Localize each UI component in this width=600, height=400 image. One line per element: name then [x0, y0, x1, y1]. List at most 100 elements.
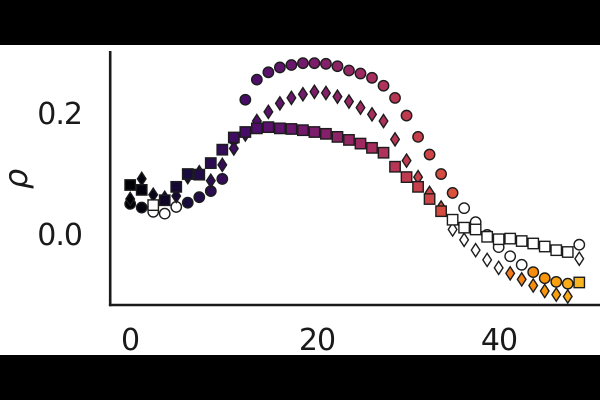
marker-square [216, 143, 229, 156]
marker-diamond [343, 93, 355, 110]
marker-square [124, 179, 137, 191]
marker-diamond [505, 265, 516, 282]
marker-square [458, 221, 471, 234]
marker-square [366, 141, 378, 154]
marker-square [492, 233, 505, 246]
letterbox-bottom [0, 355, 600, 400]
marker-circle [538, 272, 551, 285]
marker-diamond [217, 157, 228, 173]
marker-diamond [551, 286, 562, 303]
letterbox-top [0, 0, 600, 45]
marker-circle [343, 64, 355, 77]
marker-circle [285, 59, 298, 71]
marker-square [538, 240, 551, 253]
marker-square [389, 160, 401, 173]
marker-square [550, 244, 563, 257]
marker-square [446, 213, 459, 226]
marker-diamond [297, 86, 309, 103]
marker-square [561, 246, 574, 258]
marker-diamond [389, 131, 401, 148]
marker-circle [181, 196, 194, 209]
marker-diamond [470, 242, 481, 259]
marker-diamond [482, 252, 493, 268]
marker-square [297, 124, 309, 137]
marker-circle [446, 187, 459, 199]
marker-square [331, 130, 344, 143]
marker-diamond [263, 104, 274, 120]
marker-diamond [125, 191, 136, 207]
x-tick-label-0: 0 [120, 323, 140, 358]
marker-diamond [516, 271, 527, 288]
marker-circle [366, 71, 378, 84]
marker-circle [527, 266, 540, 279]
marker-square [504, 232, 517, 245]
marker-square [227, 131, 240, 144]
marker-diamond [574, 250, 585, 267]
marker-square [481, 230, 494, 243]
marker-diamond [366, 106, 378, 123]
marker-square [193, 168, 206, 181]
marker-diamond [332, 88, 343, 105]
y-tick-label-0.2: 0.2 [37, 97, 83, 132]
marker-square [273, 122, 286, 135]
marker-diamond [309, 83, 320, 100]
marker-square [285, 123, 298, 135]
marker-circle [354, 67, 367, 80]
marker-square [343, 134, 355, 146]
marker-circle [550, 275, 563, 288]
marker-square [400, 171, 413, 183]
marker-circle [389, 92, 401, 104]
marker-circle [331, 60, 344, 73]
marker-square [170, 180, 183, 193]
marker-diamond [447, 221, 458, 238]
marker-square [377, 146, 390, 159]
scatter-plot [108, 51, 600, 307]
marker-square [147, 199, 160, 212]
marker-circle [504, 250, 517, 263]
marker-square [262, 121, 275, 134]
marker-circle [135, 201, 148, 214]
x-tick-label-40: 40 [480, 323, 518, 358]
y-axis-label: ρ [0, 168, 35, 190]
marker-circle [515, 258, 528, 271]
marker-square [423, 193, 436, 205]
marker-diamond [458, 231, 470, 248]
marker-diamond [228, 140, 239, 157]
marker-circle [216, 173, 229, 185]
marker-square [573, 276, 586, 289]
marker-square [250, 122, 263, 135]
marker-circle [193, 191, 206, 204]
marker-diamond [320, 85, 332, 101]
marker-square [320, 127, 332, 140]
marker-square [181, 168, 194, 180]
marker-diamond [539, 283, 550, 299]
marker-square [239, 126, 252, 138]
scatter-markers [124, 57, 586, 305]
marker-circle [423, 148, 436, 161]
marker-diamond [493, 259, 504, 276]
marker-circle [297, 57, 309, 70]
marker-square [354, 137, 367, 150]
marker-diamond [274, 95, 286, 112]
marker-circle [561, 277, 574, 290]
marker-circle [250, 73, 263, 86]
marker-diamond [378, 113, 389, 129]
marker-square [308, 126, 321, 138]
marker-circle [435, 168, 447, 180]
y-tick-label-0.0: 0.0 [37, 218, 83, 253]
marker-circle [400, 109, 413, 122]
marker-circle [377, 79, 390, 92]
marker-square [158, 194, 171, 207]
marker-square [527, 237, 540, 250]
marker-square [469, 223, 482, 236]
marker-circle [158, 207, 171, 220]
marker-circle [308, 57, 321, 70]
figure-canvas: ρ 0.2 0.0 0 20 40 [0, 45, 600, 358]
marker-diamond [286, 90, 297, 106]
marker-diamond [401, 152, 412, 169]
marker-diamond [528, 277, 539, 294]
marker-circle [273, 61, 286, 74]
marker-square [435, 205, 447, 218]
marker-circle [239, 93, 252, 106]
marker-diamond [136, 171, 147, 187]
